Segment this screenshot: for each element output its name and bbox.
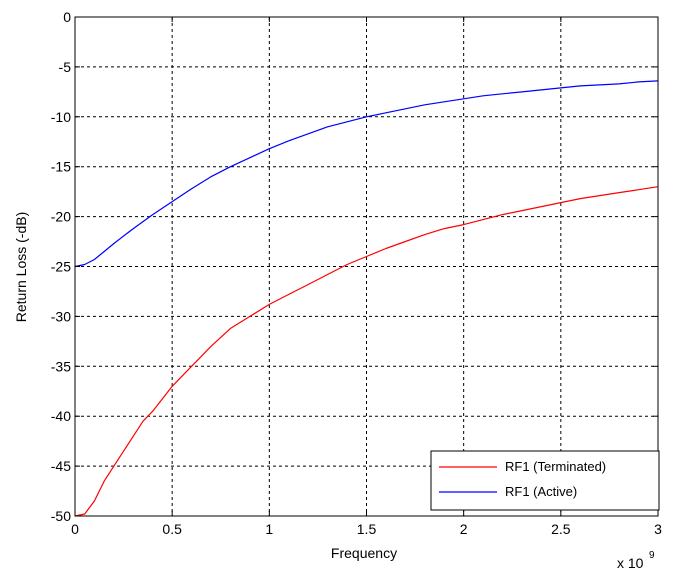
x-axis-ticks: 0 0.5 1 1.5 2 2.5 3: [71, 17, 662, 537]
series-lines: [74, 80, 659, 517]
grid: [75, 17, 658, 516]
x-exponent-power: 9: [649, 550, 655, 561]
x-tick-label: 3: [654, 521, 662, 537]
y-tick-label: -25: [51, 259, 71, 275]
y-tick-label: -45: [51, 458, 71, 474]
y-tick-label: -35: [51, 358, 71, 374]
x-tick-label: 1: [265, 521, 273, 537]
y-tick-label: -10: [51, 109, 71, 125]
x-tick-label: 1.5: [357, 521, 377, 537]
y-tick-label: -40: [51, 408, 71, 424]
x-exponent-base: x 10: [617, 555, 644, 571]
x-tick-label: 2.5: [551, 521, 571, 537]
legend-label-active: RF1 (Active): [505, 484, 577, 499]
legend-label-terminated: RF1 (Terminated): [505, 459, 606, 474]
legend: RF1 (Terminated) RF1 (Active): [430, 450, 660, 511]
x-tick-label: 2: [460, 521, 468, 537]
x-tick-label: 0.5: [162, 521, 182, 537]
y-tick-label: -50: [51, 508, 71, 524]
series-line-terminated: [74, 186, 659, 517]
x-tick-label: 0: [71, 521, 79, 537]
x-axis-label: Frequency: [331, 545, 397, 561]
y-axis-label: Return Loss (-dB): [13, 212, 29, 322]
plot-area: [74, 16, 659, 517]
y-tick-label: -5: [59, 59, 72, 75]
y-tick-label: 0: [63, 9, 71, 25]
x-axis-exponent: x 10 9: [617, 550, 655, 571]
legend-box: [430, 450, 660, 511]
y-tick-label: -30: [51, 308, 71, 324]
series-line-active: [74, 80, 659, 268]
y-tick-label: -15: [51, 159, 71, 175]
y-axis-ticks: -50-45-40-35-30-25-20-15-10-50: [51, 9, 658, 524]
y-tick-label: -20: [51, 209, 71, 225]
